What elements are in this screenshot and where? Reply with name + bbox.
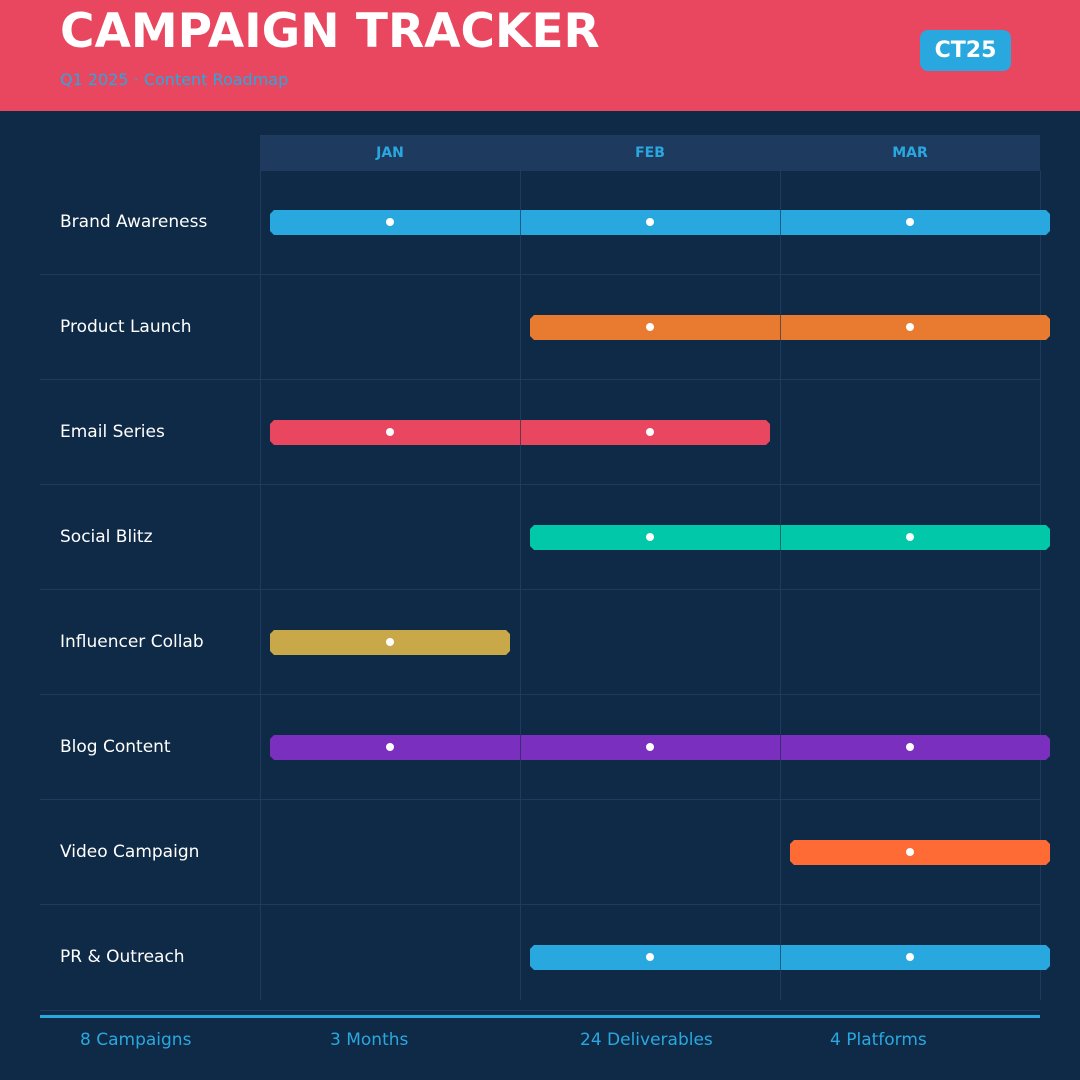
milestone-dot [386, 218, 394, 226]
campaign-label: Email Series [60, 422, 165, 442]
campaign-bar[interactable] [530, 945, 1050, 970]
stat-platforms: 4 Platforms [830, 1030, 927, 1050]
campaign-label: Influencer Collab [60, 632, 204, 652]
month-divider [780, 735, 781, 760]
footer-accent-line [40, 1015, 1040, 1018]
milestone-dot [646, 953, 654, 961]
row-divider [40, 904, 1040, 905]
month-divider [780, 525, 781, 550]
milestone-dot [906, 953, 914, 961]
row-divider [40, 484, 1040, 485]
column-line [520, 171, 521, 1000]
campaign-bar[interactable] [270, 735, 1050, 760]
month-mar: MAR [892, 145, 928, 161]
page-subtitle: Q1 2025 · Content Roadmap [60, 70, 289, 89]
campaign-bar[interactable] [530, 525, 1050, 550]
milestone-dot [646, 218, 654, 226]
milestone-dot [906, 848, 914, 856]
milestone-dot [646, 323, 654, 331]
badge: CT25 [920, 30, 1011, 71]
header: CAMPAIGN TRACKER Q1 2025 · Content Roadm… [0, 0, 1080, 111]
campaign-bar[interactable] [530, 315, 1050, 340]
campaign-label: Brand Awareness [60, 212, 208, 232]
campaign-label: Video Campaign [60, 842, 200, 862]
column-line [780, 171, 781, 1000]
divider [40, 1010, 1040, 1011]
month-header: JAN FEB MAR [260, 135, 1040, 171]
month-feb: FEB [635, 145, 665, 161]
milestone-dot [906, 323, 914, 331]
milestone-dot [386, 638, 394, 646]
milestone-dot [386, 428, 394, 436]
month-divider [780, 945, 781, 970]
row-divider [40, 589, 1040, 590]
milestone-dot [646, 428, 654, 436]
month-divider [780, 315, 781, 340]
row-divider [40, 274, 1040, 275]
stat-months: 3 Months [330, 1030, 409, 1050]
campaign-bar[interactable] [790, 840, 1050, 865]
milestone-dot [646, 743, 654, 751]
column-line [260, 171, 261, 1000]
row-divider [40, 799, 1040, 800]
milestone-dot [906, 533, 914, 541]
row-divider [40, 379, 1040, 380]
stat-deliverables: 24 Deliverables [580, 1030, 713, 1050]
campaign-bar[interactable] [270, 210, 1050, 235]
page-title: CAMPAIGN TRACKER [60, 4, 600, 59]
campaign-label: Social Blitz [60, 527, 153, 547]
stat-campaigns: 8 Campaigns [80, 1030, 192, 1050]
month-divider [520, 210, 521, 235]
month-divider [780, 210, 781, 235]
milestone-dot [906, 743, 914, 751]
row-divider [40, 694, 1040, 695]
milestone-dot [386, 743, 394, 751]
milestone-dot [646, 533, 654, 541]
campaign-label: Blog Content [60, 737, 171, 757]
campaign-label: PR & Outreach [60, 947, 185, 967]
month-divider [520, 420, 521, 445]
month-divider [520, 735, 521, 760]
month-jan: JAN [376, 145, 404, 161]
column-line [1040, 171, 1041, 1000]
milestone-dot [906, 218, 914, 226]
campaign-label: Product Launch [60, 317, 192, 337]
